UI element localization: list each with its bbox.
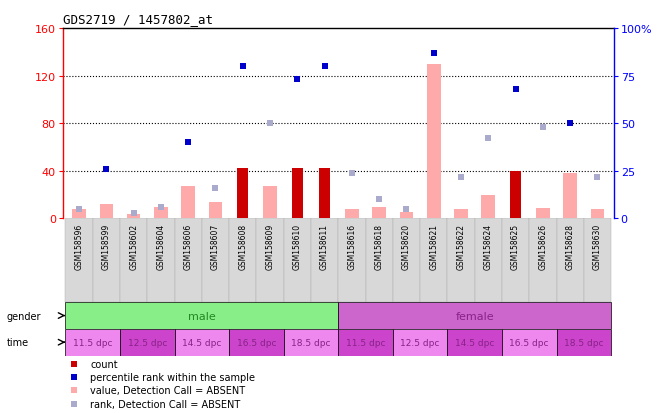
Bar bbox=[154, 207, 168, 219]
Text: GSM158596: GSM158596 bbox=[75, 223, 84, 269]
Bar bbox=[372, 207, 386, 219]
Bar bbox=[127, 214, 141, 219]
Bar bbox=[454, 209, 468, 219]
Text: rank, Detection Call = ABSENT: rank, Detection Call = ABSENT bbox=[90, 399, 240, 408]
Text: 16.5 dpc: 16.5 dpc bbox=[237, 338, 276, 347]
Text: 16.5 dpc: 16.5 dpc bbox=[510, 338, 549, 347]
Bar bbox=[229, 329, 284, 356]
Bar bbox=[564, 174, 577, 219]
Text: GSM158621: GSM158621 bbox=[429, 223, 438, 269]
Bar bbox=[174, 329, 229, 356]
Text: GSM158620: GSM158620 bbox=[402, 223, 411, 269]
Text: 14.5 dpc: 14.5 dpc bbox=[182, 338, 222, 347]
Text: GSM158599: GSM158599 bbox=[102, 223, 111, 269]
Bar bbox=[338, 219, 366, 302]
Bar bbox=[292, 169, 303, 219]
Text: GSM158609: GSM158609 bbox=[265, 223, 275, 269]
Text: time: time bbox=[7, 337, 29, 347]
Bar bbox=[556, 219, 584, 302]
Text: value, Detection Call = ABSENT: value, Detection Call = ABSENT bbox=[90, 385, 246, 395]
Bar bbox=[338, 302, 611, 329]
Text: GSM158604: GSM158604 bbox=[156, 223, 166, 269]
Bar bbox=[182, 187, 195, 219]
Bar bbox=[502, 219, 529, 302]
Bar bbox=[229, 219, 256, 302]
Text: GDS2719 / 1457802_at: GDS2719 / 1457802_at bbox=[63, 13, 213, 26]
Text: 11.5 dpc: 11.5 dpc bbox=[346, 338, 385, 347]
Bar bbox=[393, 219, 420, 302]
Text: 14.5 dpc: 14.5 dpc bbox=[455, 338, 494, 347]
Text: GSM158622: GSM158622 bbox=[457, 223, 465, 269]
Text: GSM158611: GSM158611 bbox=[320, 223, 329, 269]
Bar bbox=[475, 219, 502, 302]
Text: count: count bbox=[90, 358, 118, 369]
Bar bbox=[584, 219, 611, 302]
Text: 12.5 dpc: 12.5 dpc bbox=[401, 338, 440, 347]
Text: GSM158608: GSM158608 bbox=[238, 223, 248, 269]
Text: GSM158628: GSM158628 bbox=[566, 223, 575, 269]
Bar bbox=[284, 219, 311, 302]
Text: gender: gender bbox=[7, 311, 41, 321]
Text: 11.5 dpc: 11.5 dpc bbox=[73, 338, 112, 347]
Bar bbox=[72, 209, 86, 219]
Bar bbox=[447, 329, 502, 356]
Bar bbox=[338, 329, 393, 356]
Bar bbox=[556, 329, 611, 356]
Bar bbox=[510, 171, 521, 219]
Bar bbox=[366, 219, 393, 302]
Bar bbox=[591, 209, 605, 219]
Bar bbox=[311, 219, 338, 302]
Text: GSM158618: GSM158618 bbox=[375, 223, 383, 269]
Bar bbox=[65, 302, 338, 329]
Text: GSM158607: GSM158607 bbox=[211, 223, 220, 269]
Bar bbox=[92, 219, 120, 302]
Text: 18.5 dpc: 18.5 dpc bbox=[564, 338, 603, 347]
Text: 12.5 dpc: 12.5 dpc bbox=[127, 338, 167, 347]
Text: male: male bbox=[188, 311, 216, 321]
Bar bbox=[420, 219, 447, 302]
Text: percentile rank within the sample: percentile rank within the sample bbox=[90, 372, 255, 382]
Bar bbox=[427, 64, 441, 219]
Bar bbox=[147, 219, 174, 302]
Text: GSM158602: GSM158602 bbox=[129, 223, 138, 269]
Bar bbox=[120, 219, 147, 302]
Text: GSM158626: GSM158626 bbox=[539, 223, 547, 269]
Text: GSM158606: GSM158606 bbox=[183, 223, 193, 269]
Bar bbox=[174, 219, 202, 302]
Text: GSM158624: GSM158624 bbox=[484, 223, 493, 269]
Text: GSM158616: GSM158616 bbox=[347, 223, 356, 269]
Bar bbox=[100, 205, 113, 219]
Text: GSM158610: GSM158610 bbox=[293, 223, 302, 269]
Bar bbox=[65, 329, 120, 356]
Bar bbox=[256, 219, 284, 302]
Text: 18.5 dpc: 18.5 dpc bbox=[291, 338, 331, 347]
Bar bbox=[536, 208, 550, 219]
Bar bbox=[120, 329, 174, 356]
Bar bbox=[393, 329, 447, 356]
Text: female: female bbox=[455, 311, 494, 321]
Bar bbox=[284, 329, 338, 356]
Text: GSM158625: GSM158625 bbox=[511, 223, 520, 269]
Bar bbox=[447, 219, 475, 302]
Bar bbox=[529, 219, 556, 302]
Bar bbox=[263, 187, 277, 219]
Bar bbox=[209, 202, 222, 219]
Bar bbox=[502, 329, 556, 356]
Bar bbox=[482, 195, 495, 219]
Text: GSM158630: GSM158630 bbox=[593, 223, 602, 269]
Bar bbox=[238, 169, 248, 219]
Bar bbox=[319, 169, 330, 219]
Bar bbox=[65, 219, 92, 302]
Bar bbox=[345, 209, 359, 219]
Bar bbox=[202, 219, 229, 302]
Bar bbox=[400, 213, 413, 219]
